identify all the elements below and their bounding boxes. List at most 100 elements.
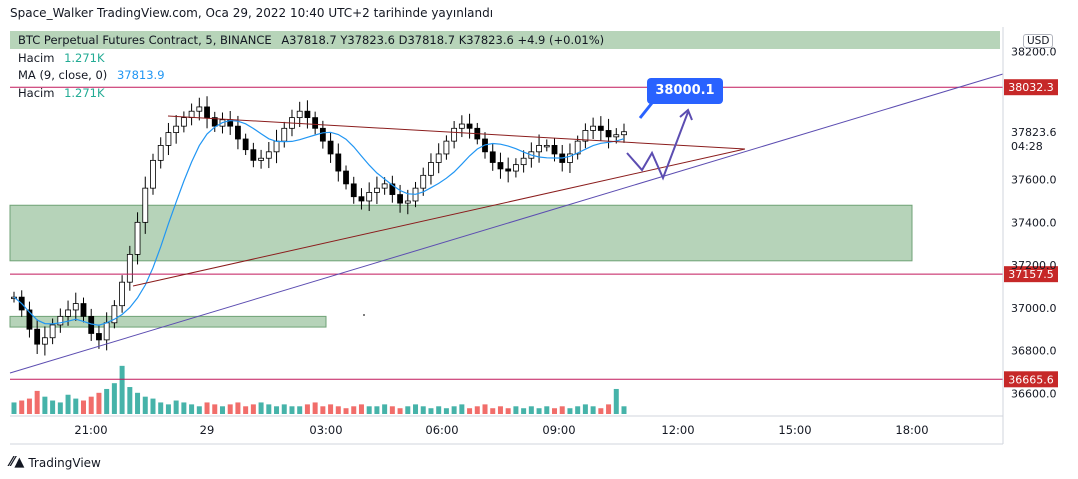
volume-bar — [366, 406, 372, 414]
y-tick-label: 38200.0 — [1011, 45, 1057, 58]
volume-bar — [328, 404, 334, 414]
candle-body — [428, 162, 434, 176]
volume-bar — [142, 396, 148, 414]
y-tick-label: 37400.0 — [1011, 216, 1057, 229]
candle-body — [26, 309, 33, 330]
volume-bar — [57, 402, 63, 414]
volume-bar — [204, 402, 210, 414]
volume-bar — [451, 406, 457, 414]
candle-body — [111, 305, 118, 324]
candle-body — [597, 125, 604, 131]
candle-body — [397, 194, 403, 204]
legend-ma-label: MA (9, close, 0) — [18, 68, 108, 82]
footer-brand[interactable]: ⁄⁄▲ TradingView — [10, 455, 101, 470]
price-tag-bg — [1004, 371, 1058, 388]
volume-bar — [266, 404, 272, 414]
volume-bar — [42, 396, 48, 414]
volume-bar — [135, 392, 141, 414]
candle-body — [103, 322, 110, 341]
volume-bar — [250, 404, 256, 414]
candle-body — [126, 253, 133, 283]
volume-bar — [436, 406, 442, 414]
volume-bar — [490, 408, 496, 414]
volume-bar — [158, 402, 164, 414]
volume-bar — [598, 408, 604, 414]
x-tick-label: 03:00 — [309, 423, 342, 437]
volume-bar — [165, 404, 171, 414]
volume-bar — [513, 406, 519, 414]
volume-bar — [243, 406, 249, 414]
volume-bar — [552, 408, 558, 414]
volume-bar — [521, 408, 527, 414]
candle-body — [420, 174, 427, 189]
candle-body — [451, 127, 458, 142]
candle-body — [605, 130, 612, 138]
candle-body — [520, 157, 527, 166]
lower-triangle-line — [132, 148, 746, 287]
currency-button[interactable]: USD — [1023, 34, 1054, 48]
candle-body — [536, 145, 542, 153]
volume-bar — [11, 402, 17, 414]
target-callout: 38000.1 — [647, 78, 723, 104]
volume-bar — [397, 408, 403, 414]
volume-bar — [320, 406, 326, 414]
volume-bar — [281, 404, 287, 414]
volume-bar — [613, 388, 619, 414]
volume-bar — [80, 400, 86, 414]
candle-body — [466, 123, 473, 129]
candle-body — [582, 130, 589, 142]
time-axis: 21:00 29 03:00 06:00 09:00 12:00 15:00 18:00 — [74, 423, 928, 437]
volume-bar — [582, 404, 588, 414]
volume-bar — [127, 387, 133, 414]
candle-body — [512, 164, 519, 172]
volume-bar — [536, 408, 542, 414]
ma-line — [13, 119, 625, 326]
candle-body — [443, 140, 450, 155]
legend-volume-value: 1.271K — [64, 51, 105, 65]
volume-bar — [443, 408, 449, 414]
price-tag: 38032.3 — [1008, 81, 1054, 94]
candle-body — [381, 183, 388, 189]
support-zones — [9, 31, 1000, 328]
volume-bar — [19, 400, 25, 414]
volume-bar — [235, 402, 241, 414]
projection-arrowhead — [679, 108, 693, 121]
candle-body — [165, 132, 172, 146]
candle-body — [358, 196, 365, 202]
price-tag: 36665.6 — [1008, 373, 1054, 386]
candle-body — [543, 145, 550, 148]
projection-path — [626, 111, 689, 181]
candle-body — [119, 281, 126, 307]
x-tick-label: 18:00 — [895, 423, 928, 437]
legend-volume-label: Hacim — [18, 51, 55, 65]
candle-body — [196, 106, 203, 112]
volume-bar — [343, 408, 349, 414]
top-zone — [10, 31, 1000, 49]
candle-body — [88, 315, 95, 334]
volume-bar — [459, 404, 465, 414]
price-tag-bg — [1004, 79, 1058, 96]
candle-body — [211, 117, 218, 127]
volume-bar — [274, 406, 280, 414]
candle-body — [613, 134, 620, 138]
volume-bar — [621, 406, 627, 414]
support-zone — [9, 315, 327, 328]
candle-body — [242, 138, 249, 151]
candle-body — [96, 333, 102, 341]
x-tick-label: 09:00 — [542, 423, 575, 437]
y-tick-label: 36800.0 — [1011, 345, 1057, 358]
candle-body — [335, 153, 342, 172]
x-tick-label: 06:00 — [425, 423, 458, 437]
candle-body — [72, 303, 79, 311]
candle-body — [366, 192, 373, 202]
candle-body — [435, 153, 442, 163]
legend-volume2-row: Hacim 1.271K — [18, 86, 105, 100]
candle-body — [134, 221, 141, 255]
price-tag-bg — [1004, 266, 1058, 283]
tradingview-logo-icon: ⁄⁄▲ — [10, 455, 25, 470]
legend-ma-row: MA (9, close, 0) 37813.9 — [18, 68, 165, 82]
candle-body — [350, 183, 357, 198]
candle-body — [404, 200, 411, 204]
volume-bar — [482, 404, 488, 414]
